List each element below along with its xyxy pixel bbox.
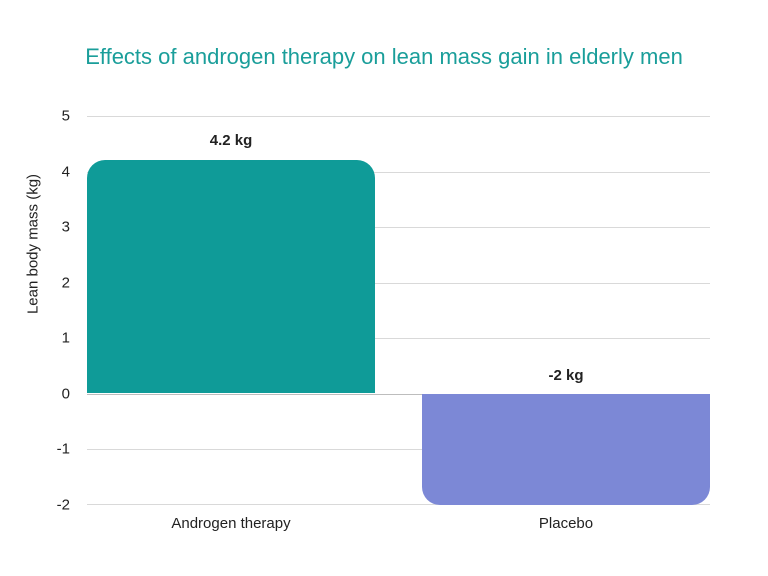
y-tick-0: 0 [61, 385, 70, 402]
gridline [87, 504, 710, 505]
bar-androgen-therapy[interactable] [87, 160, 375, 394]
bar-placebo[interactable] [422, 393, 710, 505]
chart-title: Effects of androgen therapy on lean mass… [85, 44, 683, 69]
y-tick-1: 1 [61, 329, 70, 347]
gridline [87, 282, 710, 284]
gridline [87, 171, 710, 173]
x-tick-androgen-therapy: Androgen therapy [171, 515, 291, 532]
y-tick-neg2: -2 [56, 496, 70, 513]
gridline [87, 227, 710, 228]
y-tick-neg1: -1 [56, 440, 70, 458]
y-tick-3: 3 [61, 218, 70, 236]
plot-area: 4.2 kg -2 kg [87, 116, 710, 505]
x-tick-placebo: Placebo [538, 515, 594, 532]
value-label-androgen: 4.2 kg [209, 132, 253, 149]
value-label-placebo: -2 kg [548, 367, 584, 384]
y-tick-5: 5 [61, 107, 70, 125]
gridline [87, 338, 710, 339]
gridline [87, 449, 710, 450]
y-tick-2: 2 [61, 274, 70, 291]
gridline-zero [87, 393, 710, 395]
gridline [87, 116, 710, 117]
y-tick-4: 4 [61, 163, 70, 180]
y-axis-label: Lean body mass (kg) [24, 173, 42, 315]
